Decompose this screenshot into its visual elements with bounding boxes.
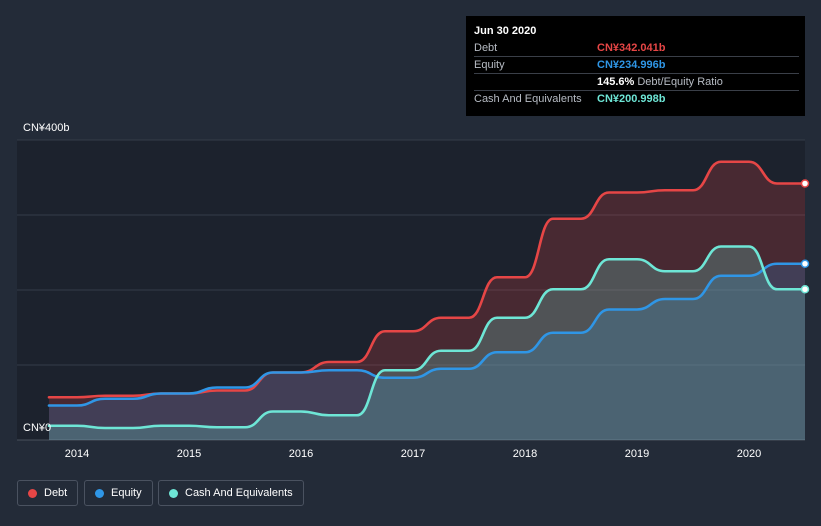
legend-item-debt[interactable]: Debt <box>17 480 78 506</box>
tooltip-ratio-label: Debt/Equity Ratio <box>637 76 723 88</box>
x-tick-label: 2014 <box>65 448 89 460</box>
x-tick-label: 2018 <box>513 448 537 460</box>
tooltip-date: Jun 30 2020 <box>474 25 537 37</box>
x-tick-label: 2020 <box>737 448 761 460</box>
tooltip: Jun 30 2020 Debt CN¥342.041b Equity CN¥2… <box>466 16 805 116</box>
legend-label-cash: Cash And Equivalents <box>185 487 293 499</box>
tooltip-row-debt: Debt CN¥342.041b <box>474 42 799 58</box>
area-debt <box>49 161 805 440</box>
legend-label-debt: Debt <box>44 487 68 499</box>
y-axis-top-label: CN¥400b <box>23 122 70 134</box>
tooltip-row-ratio: 145.6% Debt/Equity Ratio <box>474 76 799 92</box>
x-tick-label: 2017 <box>401 448 425 460</box>
legend-label-equity: Equity <box>111 487 142 499</box>
legend-dot-equity <box>95 489 104 498</box>
legend-item-equity[interactable]: Equity <box>84 480 153 506</box>
x-axis-ticks: 2014 2015 2016 2017 2018 2019 2020 <box>65 448 761 460</box>
area-cash-and-equivalents <box>49 246 805 440</box>
tooltip-equity-label: Equity <box>474 59 505 71</box>
series-lines <box>47 160 807 430</box>
legend-dot-cash <box>169 489 178 498</box>
legend-item-cash[interactable]: Cash And Equivalents <box>158 480 304 506</box>
series-areas <box>49 161 805 440</box>
x-tick-label: 2015 <box>177 448 201 460</box>
x-tick-label: 2019 <box>625 448 649 460</box>
marker-cash-and-equivalents <box>800 285 810 294</box>
tooltip-equity-value: CN¥234.996b <box>597 59 666 71</box>
tooltip-ratio-number: 145.6% <box>597 76 635 88</box>
tooltip-debt-value: CN¥342.041b <box>597 42 666 54</box>
tooltip-row-equity: Equity CN¥234.996b <box>474 59 799 75</box>
tooltip-cash-value: CN¥200.998b <box>597 93 666 105</box>
legend-dot-debt <box>28 489 37 498</box>
series-markers <box>800 179 810 294</box>
marker-debt <box>800 179 810 188</box>
area-equity <box>49 263 805 440</box>
marker-equity <box>800 259 810 268</box>
tooltip-separator <box>474 56 799 57</box>
gridlines <box>17 139 805 441</box>
x-tick-label: 2016 <box>289 448 313 460</box>
tooltip-cash-label: Cash And Equivalents <box>474 93 582 105</box>
line-equity <box>47 262 807 407</box>
tooltip-ratio-value: 145.6% Debt/Equity Ratio <box>597 76 723 88</box>
y-axis-bottom-label: CN¥0 <box>23 422 52 434</box>
tooltip-row-cash: Cash And Equivalents CN¥200.998b <box>474 93 799 109</box>
tooltip-separator <box>474 90 799 91</box>
tooltip-debt-label: Debt <box>474 42 498 54</box>
tooltip-separator <box>474 73 799 74</box>
line-cash-and-equivalents <box>47 245 807 430</box>
